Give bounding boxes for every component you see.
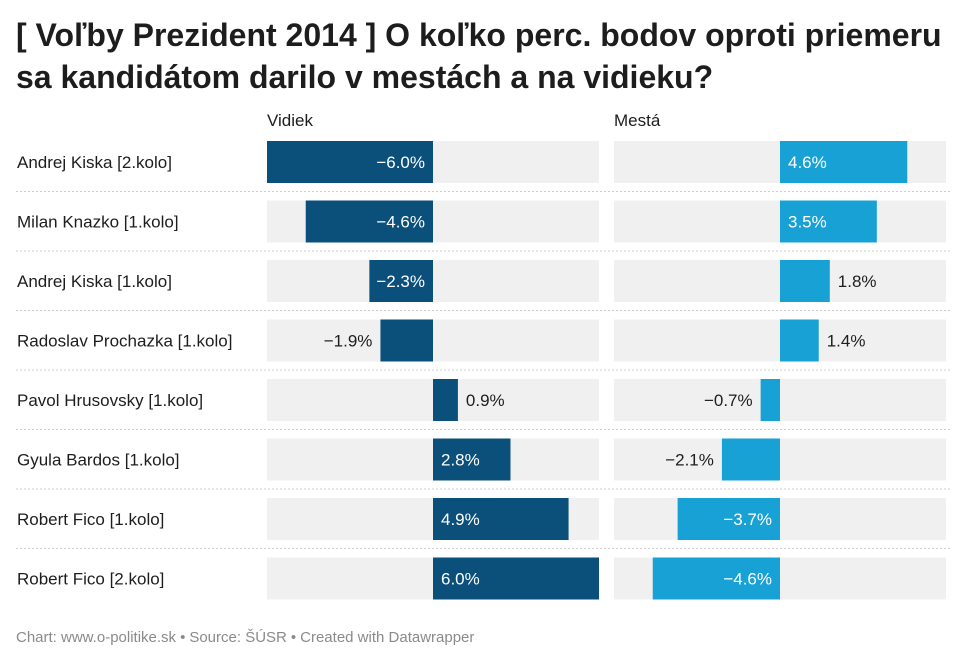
panel-header-vidiek: Vidiek (267, 111, 313, 130)
bar (305, 200, 433, 243)
data-label: 1.8% (838, 272, 877, 291)
data-label: 3.5% (788, 213, 827, 232)
bar (652, 557, 780, 600)
bar (780, 200, 877, 243)
bar (433, 438, 511, 481)
panel-header-mesta: Mestá (614, 111, 661, 130)
bar (433, 557, 599, 600)
category-label: Milan Knazko [1.kolo] (17, 213, 179, 232)
bar-chart: Andrej Kiska [2.kolo] −6.0% 4.6% Milan Knaz… (16, 141, 950, 600)
data-label: −1.9% (324, 332, 373, 351)
category-label: Robert Fico [2.kolo] (17, 570, 164, 589)
category-label: Andrej Kiska [1.kolo] (17, 272, 172, 291)
chart-footer: Chart: www.o-politike.sk • Source: ŠÚSR • Cr… (16, 629, 474, 646)
footer-credit: Chart: www.o-politike.sk (16, 629, 177, 646)
category-label: Andrej Kiska [2.kolo] (17, 153, 172, 172)
data-label: 4.9% (441, 510, 480, 529)
bar (433, 379, 458, 421)
data-label: 4.6% (788, 153, 827, 172)
category-label: Gyula Bardos [1.kolo] (17, 451, 180, 470)
bar (380, 319, 433, 362)
bar (433, 498, 569, 540)
category-label: Pavol Hrusovsky [1.kolo] (17, 391, 203, 410)
bar (760, 379, 780, 421)
data-label: −2.3% (376, 272, 425, 291)
bar (780, 319, 819, 362)
data-label: −2.1% (665, 451, 714, 470)
bar (369, 260, 433, 302)
category-label: Radoslav Prochazka [1.kolo] (17, 332, 232, 351)
data-label: −6.0% (376, 153, 425, 172)
bar (267, 141, 433, 183)
data-label: −4.6% (376, 213, 425, 232)
bar (780, 260, 830, 302)
footer-separator: • (180, 629, 186, 646)
data-label: −4.6% (723, 570, 772, 589)
bar (677, 498, 780, 540)
data-label: 1.4% (827, 332, 866, 351)
category-label: Robert Fico [1.kolo] (17, 510, 164, 529)
data-label: 0.9% (466, 391, 505, 410)
bar (721, 438, 780, 481)
chart-title: [ Voľby Prezident 2014 ] O koľko perc. b… (16, 17, 942, 95)
bar (780, 141, 908, 183)
data-label: −0.7% (704, 391, 753, 410)
footer-separator: • (290, 629, 297, 646)
data-label: 2.8% (441, 451, 480, 470)
footer-tool: Created with Datawrapper (300, 629, 475, 646)
data-label: −3.7% (723, 510, 772, 529)
footer-source: Source: ŠÚSR (189, 629, 287, 646)
data-label: 6.0% (441, 570, 480, 589)
